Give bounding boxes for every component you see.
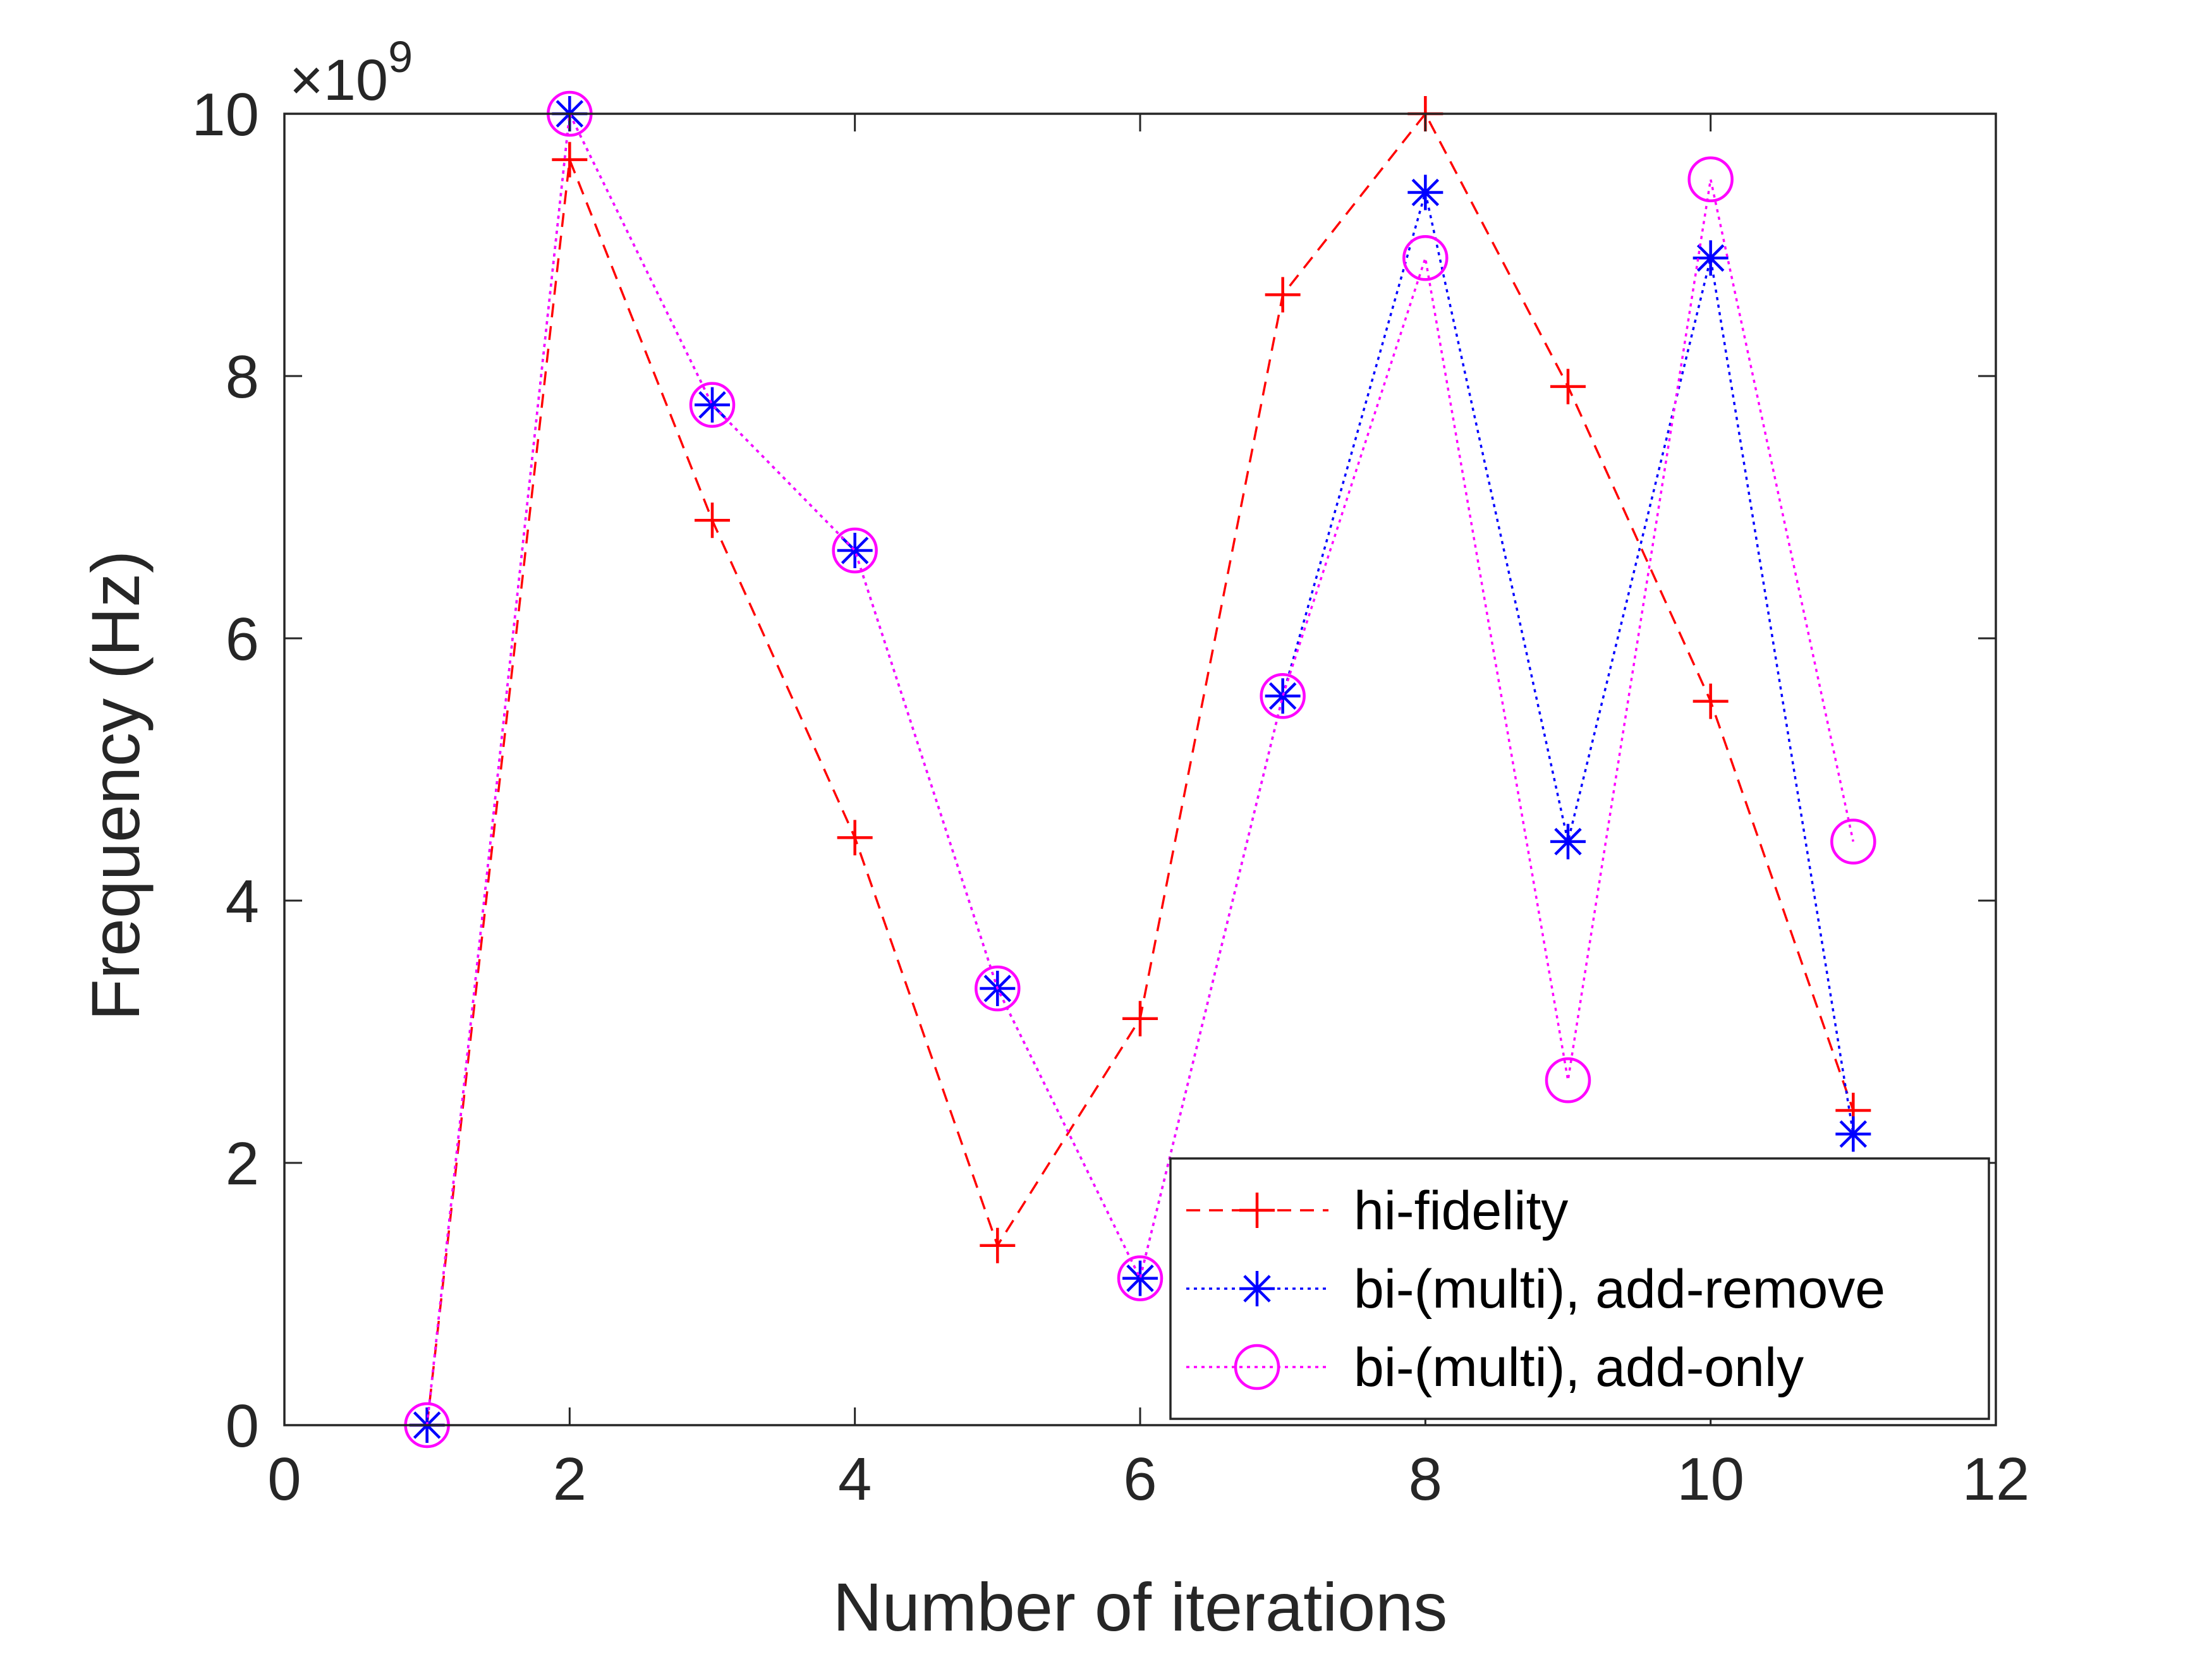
legend-marker-1: [1239, 1193, 1275, 1228]
y-tick-label: 0: [226, 1392, 259, 1460]
marker-stroke: [841, 537, 869, 564]
data-point-series-1: [1550, 368, 1586, 404]
marker-stroke: [1839, 1120, 1868, 1148]
legend: hi-fidelity bi-(multi), add-remove bi-(mul…: [1169, 1157, 1990, 1420]
marker-stroke: [1830, 818, 1876, 865]
marker-stroke: [1545, 1057, 1591, 1103]
x-axis-label: Number of iterations: [833, 1569, 1447, 1645]
marker-stroke: [1402, 235, 1449, 281]
marker-stroke: [1268, 682, 1297, 710]
x-tick-label: 12: [1962, 1445, 2030, 1513]
marker-stroke: [698, 391, 726, 419]
y-tick-label: 2: [226, 1130, 259, 1198]
marker-stroke: [832, 527, 878, 574]
marker-stroke: [975, 965, 1021, 1012]
data-point-series-3: [1260, 673, 1306, 719]
data-point-series-3: [1402, 235, 1449, 281]
marker-stroke: [1126, 1264, 1154, 1292]
legend-label-1: hi-fidelity: [1354, 1181, 1568, 1241]
data-point-series-3: [1687, 156, 1734, 202]
x-tick-label: 6: [1123, 1445, 1157, 1513]
y-tick-label: 4: [226, 868, 259, 935]
x-tick-label: 0: [267, 1445, 301, 1513]
legend-marker-2: [1239, 1271, 1275, 1306]
data-point-series-1: [980, 1227, 1016, 1263]
marker-stroke: [1117, 1255, 1164, 1301]
data-point-series-2: [1835, 1116, 1871, 1152]
data-point-series-3: [975, 965, 1021, 1012]
data-point-series-2: [1407, 174, 1443, 210]
x-tick-label: 4: [838, 1445, 872, 1513]
data-point-series-2: [1692, 240, 1729, 276]
y-tick-label: 8: [226, 343, 259, 411]
legend-marker-3: [1234, 1344, 1280, 1390]
data-point-series-3: [832, 527, 878, 574]
marker-stroke: [1260, 673, 1306, 719]
data-point-series-1: [695, 502, 730, 538]
data-point-series-1: [1265, 277, 1301, 313]
y-tick-label: 6: [226, 605, 259, 673]
data-point-series-1: [1122, 1000, 1158, 1036]
x-tick-label: 10: [1677, 1445, 1744, 1513]
marker-stroke: [1234, 1344, 1280, 1390]
y-exponent-base: ×10: [289, 48, 388, 112]
data-point-series-1: [837, 820, 873, 856]
y-axis-label: Frequency (Hz): [77, 550, 154, 1021]
y-exponent-label: ×109: [289, 32, 413, 112]
x-tick-label: 8: [1409, 1445, 1442, 1513]
legend-box: [1169, 1157, 1990, 1420]
x-tick-label: 2: [553, 1445, 586, 1513]
legend-label-3: bi-(multi), add-only: [1354, 1337, 1804, 1398]
data-point-series-2: [695, 387, 730, 423]
data-point-series-2: [1122, 1260, 1158, 1296]
data-point-series-1: [552, 142, 588, 178]
data-point-series-2: [1550, 823, 1586, 860]
data-point-series-3: [1545, 1057, 1591, 1103]
data-point-series-1: [1692, 683, 1729, 719]
data-point-series-3: [1117, 1255, 1164, 1301]
marker-stroke: [689, 382, 736, 428]
y-tick-label: 10: [191, 81, 259, 149]
axes: 0 2 4 6 8 10 12 0 2 4 6 8 10: [191, 81, 2029, 1513]
legend-label-2: bi-(multi), add-remove: [1354, 1259, 1885, 1320]
data-point-series-3: [1830, 818, 1876, 865]
y-exponent-power: 9: [388, 32, 413, 82]
marker-stroke: [1696, 244, 1725, 272]
data-point-series-3: [689, 382, 736, 428]
marker-stroke: [1411, 178, 1440, 207]
data-point-series-2: [837, 532, 873, 568]
marker-stroke: [1687, 156, 1734, 202]
marker-stroke: [1243, 1275, 1271, 1303]
marker-stroke: [1554, 827, 1582, 856]
data-point-series-2: [1265, 678, 1301, 714]
